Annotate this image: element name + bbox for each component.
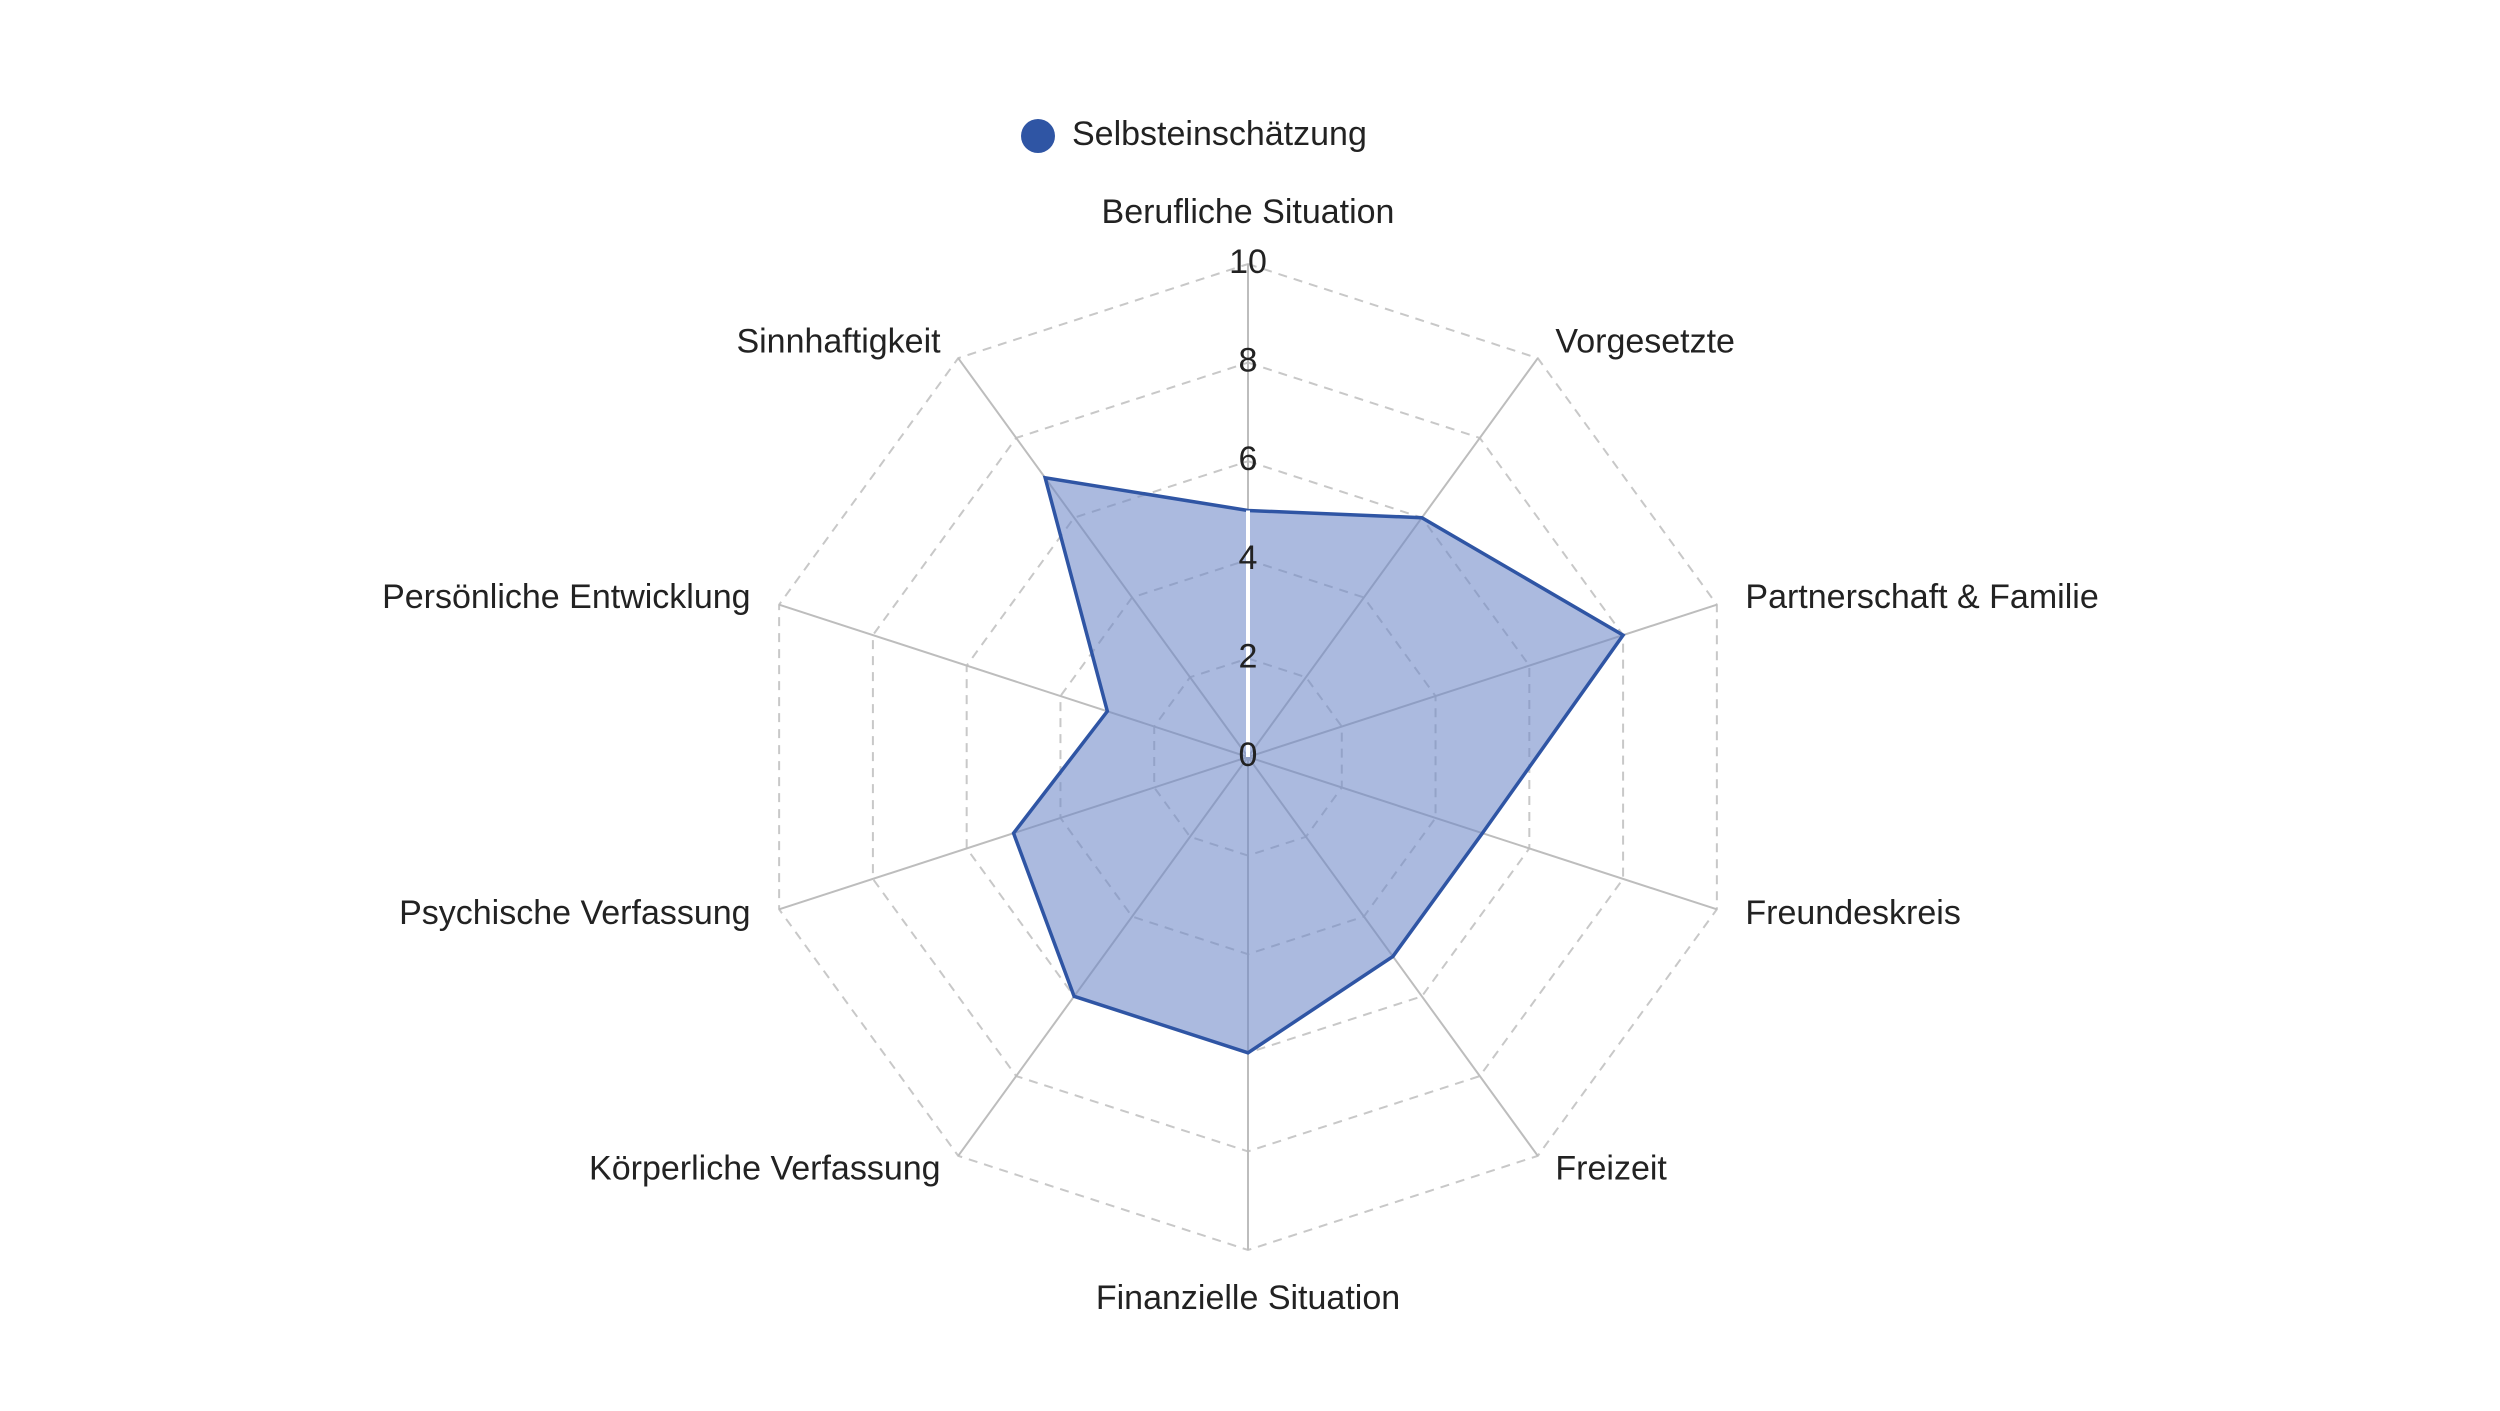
tick-label-0: 0 [1239, 736, 1258, 774]
data-point-9[interactable] [1042, 475, 1048, 481]
data-point-4[interactable] [1390, 953, 1396, 959]
tick-label-2: 2 [1239, 637, 1258, 675]
category-label-5: Finanzielle Situation [1096, 1279, 1400, 1317]
data-point-8[interactable] [1104, 708, 1110, 714]
category-label-2: Partnerschaft & Familie [1745, 578, 2098, 616]
data-point-7[interactable] [1011, 830, 1017, 836]
category-label-3: Freundeskreis [1745, 894, 1960, 932]
tick-label-4: 4 [1239, 539, 1258, 577]
category-label-6: Körperliche Verfassung [589, 1149, 941, 1187]
category-label-7: Psychische Verfassung [399, 894, 751, 932]
legend[interactable]: Selbsteinschätzung [1021, 115, 1367, 153]
data-point-3[interactable] [1479, 830, 1485, 836]
tick-label-8: 8 [1239, 342, 1258, 380]
category-label-1: Vorgesetzte [1555, 323, 1735, 361]
tick-label-6: 6 [1239, 440, 1258, 478]
tick-labels: 0 2 4 6 8 10 [1229, 243, 1267, 774]
series-area-0[interactable] [1011, 475, 1626, 1055]
category-label-4: Freizeit [1555, 1149, 1667, 1187]
data-point-2[interactable] [1620, 632, 1626, 638]
category-label-8: Persönliche Entwicklung [382, 578, 751, 616]
category-labels: Berufliche Situation Vorgesetzte Partnersc… [382, 193, 2099, 1317]
legend-marker-selbsteinschatzung [1021, 119, 1055, 153]
category-label-9: Sinnhaftigkeit [736, 323, 941, 361]
data-point-5[interactable] [1245, 1050, 1251, 1056]
legend-label: Selbsteinschätzung [1072, 115, 1367, 153]
category-label-0: Berufliche Situation [1102, 193, 1395, 231]
tick-label-10: 10 [1229, 243, 1267, 281]
data-point-1[interactable] [1419, 515, 1425, 521]
series-area [1011, 475, 1626, 1056]
data-point-6[interactable] [1071, 993, 1077, 999]
